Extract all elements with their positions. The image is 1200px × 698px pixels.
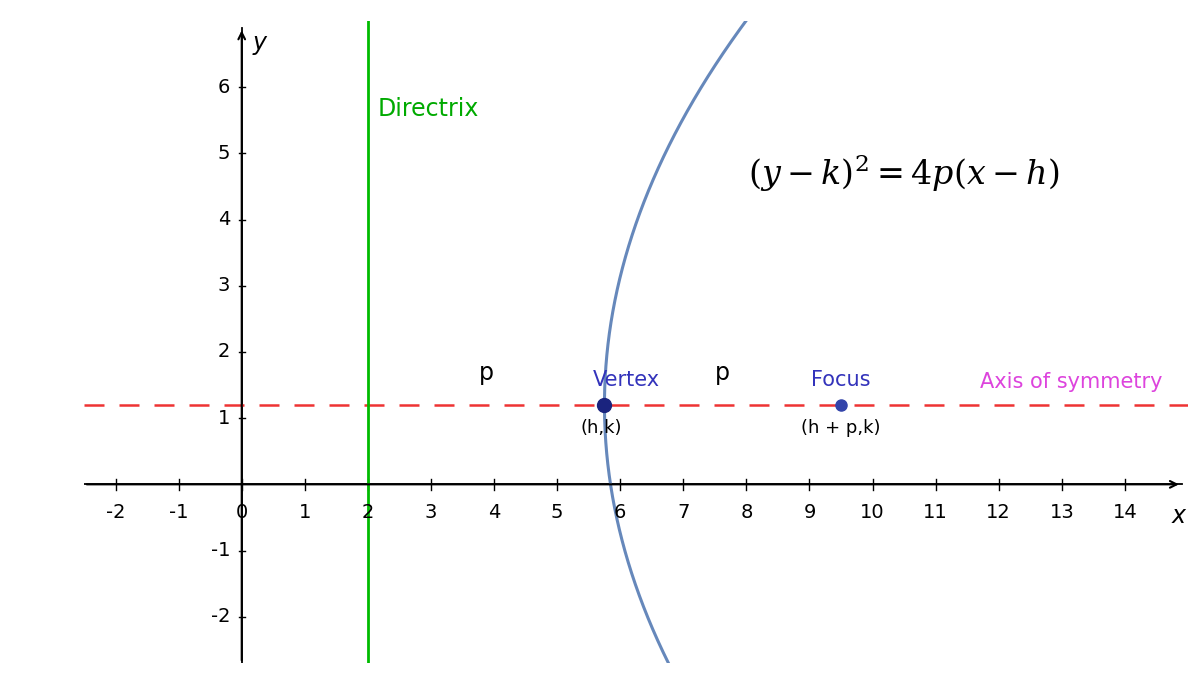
Text: 4: 4 <box>488 503 500 522</box>
Text: Vertex: Vertex <box>593 371 660 390</box>
Text: 4: 4 <box>218 210 230 229</box>
Text: (h + p,k): (h + p,k) <box>802 419 881 438</box>
Text: y: y <box>253 31 268 55</box>
Text: 11: 11 <box>923 503 948 522</box>
Text: 6: 6 <box>218 77 230 96</box>
Text: 8: 8 <box>740 503 752 522</box>
Text: 13: 13 <box>1050 503 1074 522</box>
Text: 6: 6 <box>614 503 626 522</box>
Text: 12: 12 <box>986 503 1012 522</box>
Text: 0: 0 <box>235 503 248 522</box>
Text: 10: 10 <box>860 503 884 522</box>
Text: -2: -2 <box>211 607 230 626</box>
Text: $(y - k)^{2} = 4p(x - h)$: $(y - k)^{2} = 4p(x - h)$ <box>749 153 1060 194</box>
Text: 1: 1 <box>218 408 230 428</box>
Text: 14: 14 <box>1112 503 1138 522</box>
Text: p: p <box>479 361 493 385</box>
Text: 5: 5 <box>551 503 563 522</box>
Text: 2: 2 <box>218 343 230 362</box>
Text: 3: 3 <box>425 503 437 522</box>
Text: Directrix: Directrix <box>377 97 479 121</box>
Text: 5: 5 <box>218 144 230 163</box>
Text: 7: 7 <box>677 503 690 522</box>
Text: 3: 3 <box>218 276 230 295</box>
Text: 9: 9 <box>803 503 816 522</box>
Text: 2: 2 <box>361 503 374 522</box>
Text: Focus: Focus <box>811 371 871 390</box>
Text: x: x <box>1171 504 1186 528</box>
Text: p: p <box>715 361 731 385</box>
Text: -1: -1 <box>211 541 230 560</box>
Text: Axis of symmetry: Axis of symmetry <box>980 371 1163 392</box>
Text: (h,k): (h,k) <box>581 419 622 438</box>
Text: -1: -1 <box>169 503 188 522</box>
Text: -2: -2 <box>106 503 125 522</box>
Text: 1: 1 <box>299 503 311 522</box>
